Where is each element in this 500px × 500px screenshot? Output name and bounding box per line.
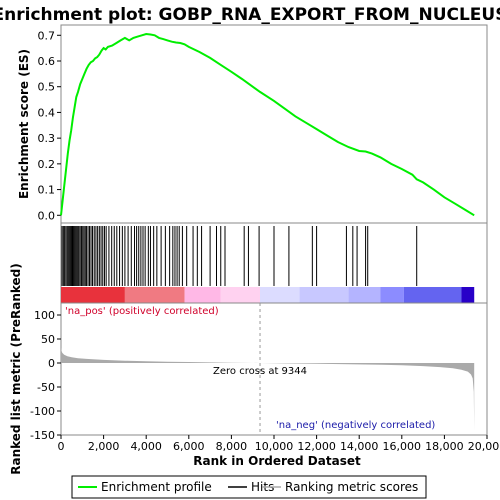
ranking-bar-segment [380, 287, 404, 303]
positive-correlation-label: 'na_pos' (positively correlated) [65, 306, 219, 317]
es-panel-frame [60, 24, 488, 224]
metric-panel-frame [60, 302, 488, 436]
ranking-bar-segment [220, 287, 261, 303]
ranking-color-bar [61, 287, 475, 303]
hit-marks [61, 226, 418, 286]
es-y-tick-label: 0.3 [38, 132, 56, 145]
ranking-bar-segment [348, 287, 381, 303]
metric-panel: 100 50 0 -50 -100 -150 'na_pos' (positively c… [9, 263, 488, 475]
x-tick-label: 8,000 [216, 440, 248, 453]
metric-y-axis-label: Ranked list metric (PreRanked) [9, 263, 23, 475]
es-y-tick-label: 0.0 [38, 209, 56, 222]
ranking-bar-segment [461, 287, 475, 303]
negative-correlation-label: 'na_neg' (negatively correlated) [276, 420, 435, 431]
metric-y-tick-label: 50 [41, 333, 55, 346]
legend-frame [71, 475, 427, 499]
metric-y-tick-label: -100 [30, 405, 55, 418]
metric-y-tick-label: 0 [48, 357, 55, 370]
es-y-axis-label: Enrichment score (ES) [17, 49, 31, 199]
ranking-bar-segment [403, 287, 462, 303]
ranking-bar-segment [184, 287, 221, 303]
x-tick-label: 4,000 [130, 440, 162, 453]
x-axis: 0 2,000 4,000 6,000 8,000 10,000 12,000 14,000 1… [58, 435, 500, 453]
x-tick-label: 2,000 [88, 440, 120, 453]
legend: Enrichment profile Hits Ranking metric s… [71, 475, 427, 499]
es-y-tick-label: 0.2 [38, 158, 56, 171]
metric-y-tick-label: 100 [34, 309, 55, 322]
hits-panel [60, 222, 488, 304]
ranking-bar-segment [260, 287, 300, 303]
es-y-tick-label: 0.6 [38, 55, 56, 68]
x-tick-label: 0 [58, 440, 65, 453]
es-y-tick-label: 0.4 [38, 106, 56, 119]
chart-title: Enrichment plot: GOBP_RNA_EXPORT_FROM_NU… [0, 5, 500, 25]
x-tick-label: 14,000 [340, 440, 379, 453]
x-tick-label: 10,000 [255, 440, 294, 453]
es-y-tick-label: 0.5 [38, 81, 56, 94]
x-tick-label: 16,000 [383, 440, 422, 453]
es-panel: 0.0 0.1 0.2 0.3 0.4 0.5 0.6 0.7 Enrichment scor… [17, 24, 488, 224]
x-axis-label: Rank in Ordered Dataset [193, 454, 361, 468]
metric-y-tick-label: -50 [37, 381, 55, 394]
legend-label-ranking-metric-scores: Ranking metric scores [285, 480, 418, 494]
es-y-tick-label: 0.1 [38, 184, 56, 197]
enrichment-profile-line [60, 32, 475, 217]
metric-y-axis: 100 50 0 -50 -100 -150 [30, 309, 61, 442]
metric-y-tick-label: -150 [30, 429, 55, 442]
zero-cross-label: Zero cross at 9344 [213, 366, 307, 377]
ranking-bar-segment [124, 287, 185, 303]
ranking-bar-segment [299, 287, 349, 303]
es-y-tick-label: 0.7 [38, 29, 56, 42]
legend-label-enrichment-profile: Enrichment profile [101, 480, 212, 494]
x-tick-label: 6,000 [173, 440, 205, 453]
x-tick-label: 12,000 [297, 440, 336, 453]
es-y-axis: 0.0 0.1 0.2 0.3 0.4 0.5 0.6 0.7 [38, 29, 61, 222]
x-tick-label: 18,000 [425, 440, 464, 453]
x-tick-label: 20,000 [468, 440, 500, 453]
ranking-bar-segment [61, 287, 125, 303]
